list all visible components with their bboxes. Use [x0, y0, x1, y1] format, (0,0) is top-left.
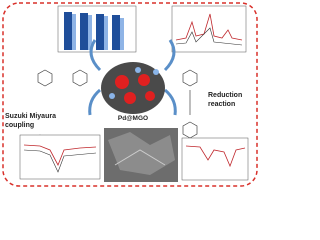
- arrow: [164, 88, 177, 116]
- reaction-label: coupling: [5, 122, 34, 129]
- arrow: [163, 39, 176, 72]
- arrow: [89, 39, 102, 72]
- catalyst-label: Pd@MGO: [118, 115, 148, 122]
- ftir-thumbnail: [19, 134, 101, 180]
- reaction-label: reaction: [208, 101, 235, 108]
- reaction-label: Reduction: [208, 92, 242, 99]
- arrow: [88, 88, 101, 116]
- sem-image: [104, 128, 178, 182]
- graphical-abstract: Pd@MGO Suzuki Miyaura coupling Reduction…: [2, 2, 258, 187]
- bar-chart-thumbnail: [57, 5, 137, 53]
- xrd-thumbnail: [171, 5, 247, 53]
- catalyst-structure: [101, 62, 165, 114]
- reaction-label: Suzuki Miyaura: [5, 113, 56, 120]
- ftir-thumbnail: [181, 137, 249, 181]
